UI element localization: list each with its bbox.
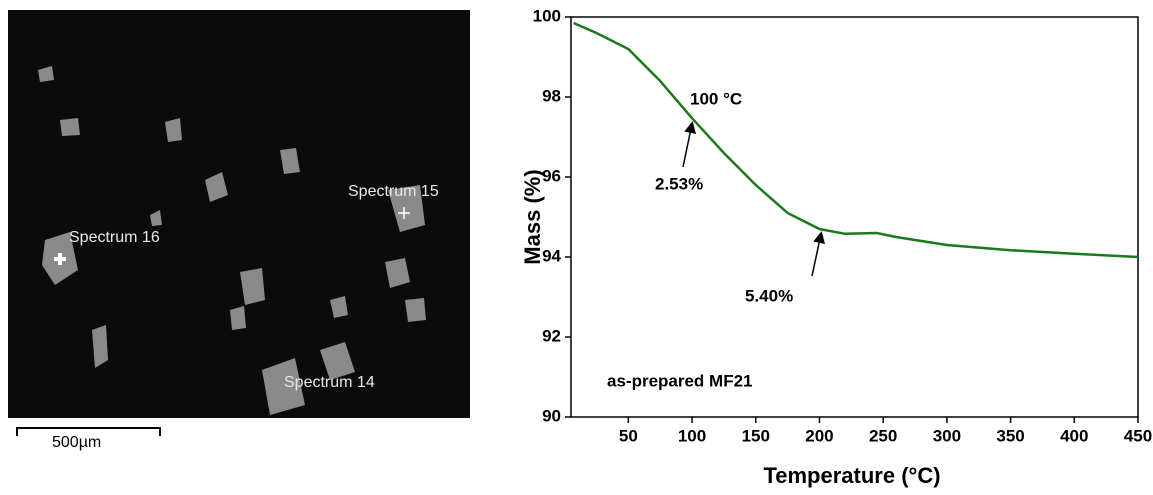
chart: Temperature (°C) Mass (%) as-prepared MF… bbox=[520, 6, 1152, 487]
x-tick-label: 350 bbox=[996, 426, 1024, 445]
x-tick-label: 400 bbox=[1060, 426, 1088, 445]
image-label: Spectrum 15 bbox=[348, 183, 439, 200]
scale-bar-label: 500µm bbox=[52, 434, 101, 451]
x-tick-label: 50 bbox=[619, 426, 638, 445]
x-tick-label: 250 bbox=[869, 426, 897, 445]
y-tick-label: 90 bbox=[542, 406, 561, 425]
image-label: Spectrum 16 bbox=[69, 229, 160, 246]
annotation: 100 °C bbox=[690, 89, 742, 108]
annotation: 5.40% bbox=[745, 286, 793, 305]
data-line bbox=[573, 21, 1139, 259]
y-tick-label: 94 bbox=[542, 246, 561, 265]
sem-image: Spectrum 15 Spectrum 16 Spectrum 14 500µ… bbox=[8, 10, 470, 451]
y-tick-label: 100 bbox=[533, 6, 561, 25]
arrow bbox=[682, 121, 697, 168]
x-tick-label: 100 bbox=[678, 426, 706, 445]
x-tick-label: 150 bbox=[742, 426, 770, 445]
y-tick-label: 96 bbox=[542, 166, 561, 185]
y-tick-label: 98 bbox=[542, 86, 561, 105]
plot-frame bbox=[570, 16, 1139, 418]
x-tick-label: 200 bbox=[805, 426, 833, 445]
x-tick-label: 300 bbox=[933, 426, 961, 445]
x-axis-title: Temperature (°C) bbox=[763, 463, 940, 488]
y-axis-title: Mass (%) bbox=[520, 169, 545, 264]
legend-text: as-prepared MF21 bbox=[607, 371, 753, 390]
arrow bbox=[811, 231, 825, 277]
annotation: 2.53% bbox=[655, 174, 703, 193]
image-label: Spectrum 14 bbox=[284, 374, 375, 391]
y-tick-label: 92 bbox=[542, 326, 561, 345]
x-tick-label: 450 bbox=[1124, 426, 1152, 445]
